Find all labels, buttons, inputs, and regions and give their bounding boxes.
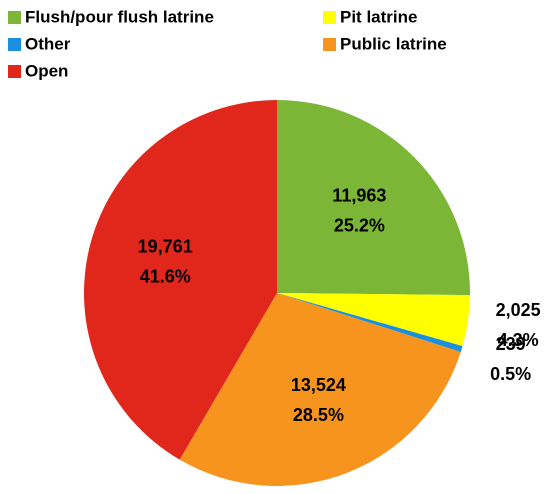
legend-swatch [8, 38, 21, 51]
legend-label: Other [25, 34, 71, 53]
pie-slice [277, 100, 470, 296]
legend-label: Open [25, 61, 68, 80]
pie-slice [84, 100, 277, 460]
legend-label: Pit latrine [340, 7, 417, 26]
value-label: 13,524 [291, 375, 346, 395]
legend-swatch [323, 38, 336, 51]
pie-slice [277, 293, 463, 352]
percentage-label: 25.2% [334, 215, 385, 235]
percentage-label: 4.3% [498, 330, 539, 350]
percentage-label: 0.5% [490, 364, 531, 384]
value-label: 239 [496, 334, 526, 354]
value-label: 11,963 [332, 185, 386, 205]
pie-slice [179, 293, 461, 486]
legend-label: Flush/pour flush latrine [25, 7, 214, 26]
legend-swatch [8, 65, 21, 78]
legend-swatch [323, 11, 336, 24]
pie-slice [277, 293, 470, 347]
value-label: 19,761 [138, 237, 193, 257]
percentage-label: 41.6% [140, 267, 191, 287]
value-label: 2,025 [496, 300, 541, 320]
legend-swatch [8, 11, 21, 24]
legend-label: Public latrine [340, 34, 447, 53]
percentage-label: 28.5% [293, 405, 344, 425]
